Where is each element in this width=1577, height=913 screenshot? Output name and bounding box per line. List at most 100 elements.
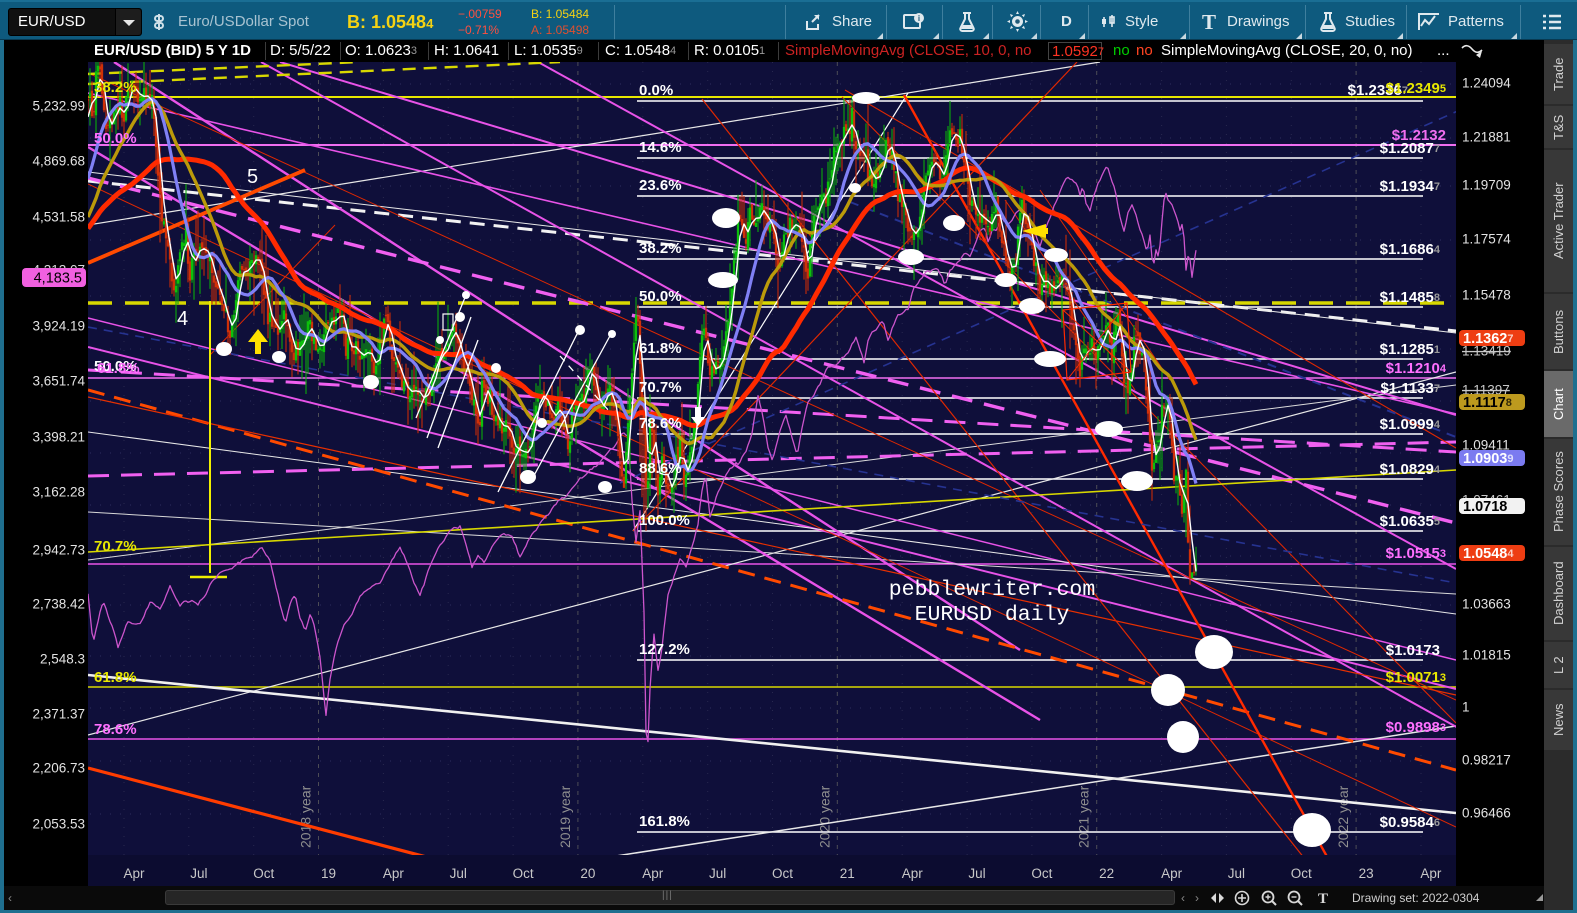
svg-text:3,398.21: 3,398.21 <box>32 430 85 445</box>
svg-text:38.2%: 38.2% <box>94 79 137 96</box>
svg-text:2,206.73: 2,206.73 <box>32 761 85 776</box>
svg-text:Jul: Jul <box>709 866 726 881</box>
svg-text:21: 21 <box>840 866 855 881</box>
svg-text:$0.95846: $0.95846 <box>1380 814 1440 831</box>
svg-text:1.03663: 1.03663 <box>1462 597 1511 612</box>
svg-text:Oct: Oct <box>513 866 534 881</box>
svg-text:$1.12104: $1.12104 <box>1386 360 1447 377</box>
svg-text:Apr: Apr <box>1161 866 1183 881</box>
svg-text:EURUSD daily: EURUSD daily <box>915 603 1070 627</box>
svg-text:Oct: Oct <box>253 866 274 881</box>
svg-text:1.09411: 1.09411 <box>1462 438 1510 453</box>
svg-text:Jul: Jul <box>190 866 207 881</box>
svg-text:38.2%: 38.2% <box>639 240 682 257</box>
svg-text:4,869.68: 4,869.68 <box>32 154 85 169</box>
svg-text:61.8%: 61.8% <box>94 669 137 686</box>
svg-text:2022 year: 2022 year <box>1335 785 1351 848</box>
svg-text:$1.2132: $1.2132 <box>1392 127 1446 144</box>
svg-text:Jul: Jul <box>1228 866 1245 881</box>
svg-text:88.6%: 88.6% <box>639 460 682 477</box>
svg-text:$1.19347: $1.19347 <box>1380 178 1440 195</box>
svg-text:50.0%: 50.0% <box>639 288 682 305</box>
svg-text:5,232.99: 5,232.99 <box>32 99 85 114</box>
svg-text:Apr: Apr <box>383 866 405 881</box>
svg-text:i: i <box>918 14 920 23</box>
svg-text:14.6%: 14.6% <box>639 139 682 156</box>
svg-text:1.11397: 1.11397 <box>1462 383 1510 398</box>
svg-text:161.8%: 161.8% <box>639 813 690 830</box>
svg-text:78.6%: 78.6% <box>639 415 682 432</box>
svg-text:1.21881: 1.21881 <box>1462 130 1511 145</box>
svg-text:3,651.74: 3,651.74 <box>32 374 85 389</box>
svg-text:78.6%: 78.6% <box>94 721 137 738</box>
svg-text:1.11178: 1.11178 <box>1463 395 1512 411</box>
svg-text:$1.08294: $1.08294 <box>1380 461 1441 478</box>
svg-text:1.09039: 1.09039 <box>1463 451 1513 467</box>
svg-text:70.7%: 70.7% <box>639 379 682 396</box>
svg-text:2021 year: 2021 year <box>1076 785 1092 848</box>
svg-text:50.0%: 50.0% <box>94 358 137 375</box>
svg-text:$1.09994: $1.09994 <box>1380 416 1441 433</box>
svg-text:Apr: Apr <box>642 866 664 881</box>
svg-text:2,942.73: 2,942.73 <box>32 543 85 558</box>
svg-text:2,053.53: 2,053.53 <box>32 817 85 832</box>
svg-text:2019 year: 2019 year <box>557 785 573 848</box>
svg-text:$1.23495: $1.23495 <box>1386 80 1446 97</box>
svg-text:Apr: Apr <box>123 866 145 881</box>
svg-text:2020 year: 2020 year <box>816 785 832 848</box>
svg-text:0.98217: 0.98217 <box>1462 753 1511 768</box>
svg-text:pebblewriter.com: pebblewriter.com <box>889 578 1095 602</box>
svg-text:4,531.58: 4,531.58 <box>32 210 85 225</box>
svg-text:Apr: Apr <box>902 866 924 881</box>
svg-text:Oct: Oct <box>1031 866 1052 881</box>
svg-text:$1.14858: $1.14858 <box>1380 289 1440 306</box>
svg-text:4,183.5: 4,183.5 <box>34 270 82 286</box>
svg-text:1.13419: 1.13419 <box>1462 344 1511 359</box>
svg-text:Oct: Oct <box>1291 866 1312 881</box>
svg-text:20: 20 <box>580 866 595 881</box>
svg-text:1.13627: 1.13627 <box>1463 331 1513 347</box>
svg-text:Jul: Jul <box>968 866 985 881</box>
svg-text:$1.00713: $1.00713 <box>1386 669 1446 686</box>
svg-text:1.19709: 1.19709 <box>1462 178 1511 193</box>
svg-text:$1.06355: $1.06355 <box>1380 513 1440 530</box>
svg-text:100.0%: 100.0% <box>639 512 690 529</box>
svg-text:Oct: Oct <box>772 866 793 881</box>
svg-text:2,548.3: 2,548.3 <box>40 652 85 667</box>
svg-text:61.8%: 61.8% <box>639 340 682 357</box>
svg-text:22: 22 <box>1099 866 1114 881</box>
svg-text:Apr: Apr <box>1420 866 1442 881</box>
svg-text:$1.23367: $1.23367 <box>1348 82 1408 99</box>
svg-text:0.96466: 0.96466 <box>1462 806 1511 821</box>
svg-text:70.7%: 70.7% <box>94 538 137 555</box>
svg-text:19: 19 <box>321 866 336 881</box>
svg-text:1.24094: 1.24094 <box>1462 76 1511 91</box>
svg-text:$1.11337: $1.11337 <box>1380 380 1440 397</box>
svg-text:1.01815: 1.01815 <box>1462 648 1511 663</box>
svg-text:2,371.37: 2,371.37 <box>32 707 85 722</box>
svg-text:$1.0173: $1.0173 <box>1386 642 1440 659</box>
svg-text:23.6%: 23.6% <box>639 177 682 194</box>
svg-text:1.05484: 1.05484 <box>1463 546 1514 562</box>
svg-text:3,162.28: 3,162.28 <box>32 485 85 500</box>
svg-text:$1.16864: $1.16864 <box>1380 241 1441 258</box>
svg-text:3,924.19: 3,924.19 <box>32 319 85 334</box>
svg-text:4: 4 <box>177 308 188 330</box>
svg-text:1.0718: 1.0718 <box>1463 499 1507 515</box>
svg-text:Jul: Jul <box>450 866 467 881</box>
svg-text:61.8%: 61.8% <box>97 360 140 377</box>
svg-text:1.15478: 1.15478 <box>1462 288 1511 303</box>
svg-text:50.0%: 50.0% <box>94 130 137 147</box>
svg-text:127.2%: 127.2% <box>639 641 690 658</box>
svg-text:1.17574: 1.17574 <box>1462 232 1511 247</box>
svg-text:5: 5 <box>247 166 258 188</box>
svg-text:$1.12851: $1.12851 <box>1380 341 1440 358</box>
svg-text:23: 23 <box>1359 866 1374 881</box>
svg-text:$1.05153: $1.05153 <box>1386 545 1446 562</box>
svg-text:T: T <box>1318 891 1328 907</box>
svg-text:$1.20877: $1.20877 <box>1380 140 1440 157</box>
svg-text:2018 year: 2018 year <box>298 785 314 848</box>
svg-text:0.0%: 0.0% <box>639 82 673 99</box>
svg-text:$0.98983: $0.98983 <box>1386 719 1446 736</box>
svg-text:2,738.42: 2,738.42 <box>32 597 85 612</box>
